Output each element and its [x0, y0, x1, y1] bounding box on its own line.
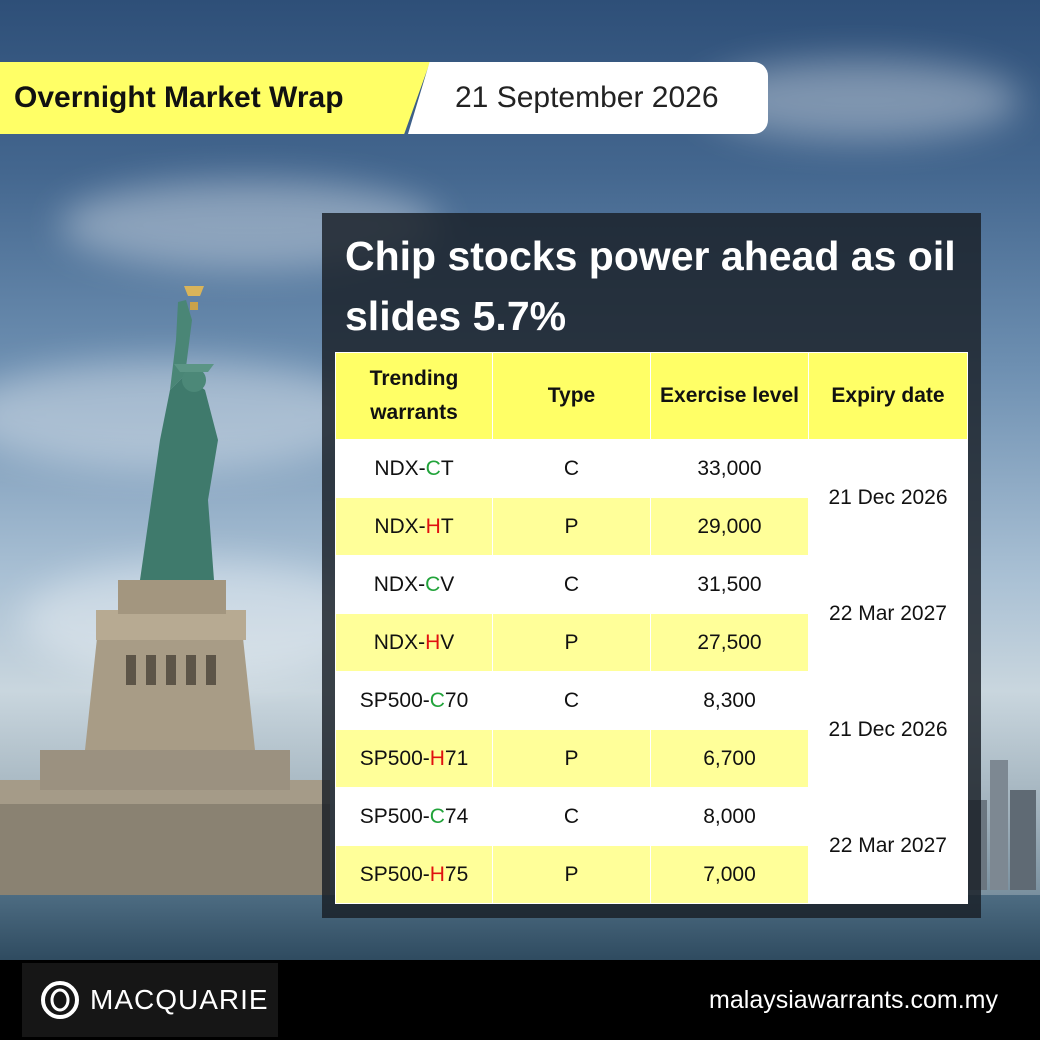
warrant-name-cell: NDX-CT [335, 439, 493, 498]
header-trending-warrants: Trending warrants [335, 352, 493, 440]
header-expiry-date: Expiry date [808, 352, 968, 440]
warrant-name-cell: NDX-HV [335, 613, 493, 672]
exercise-cell: 8,300 [650, 671, 809, 730]
table-row: SP500-C70 C 8,300 21 Dec 2026 [335, 671, 968, 788]
warrant-name-cell: NDX-CV [335, 555, 493, 614]
table-row: SP500-C74 C 8,000 22 Mar 2027 [335, 787, 968, 904]
headline: Chip stocks power ahead as oil slides 5.… [345, 233, 956, 339]
type-cell: C [492, 671, 651, 730]
header-type: Type [492, 352, 651, 440]
table-row: NDX-HT P 29,000 [335, 497, 968, 556]
exercise-cell: 27,500 [650, 613, 809, 672]
exercise-cell: 31,500 [650, 555, 809, 614]
type-cell: P [492, 613, 651, 672]
header-yellow-banner [0, 62, 430, 134]
exercise-cell: 6,700 [650, 729, 809, 788]
warrant-name-cell: NDX-HT [335, 497, 493, 556]
type-cell: C [492, 555, 651, 614]
exercise-cell: 29,000 [650, 497, 809, 556]
type-cell: C [492, 787, 651, 846]
expiry-cell: 22 Mar 2027 [808, 787, 968, 904]
statue-of-liberty-image [0, 286, 330, 900]
type-cell: P [492, 845, 651, 904]
warrant-name-cell: SP500-H75 [335, 845, 493, 904]
type-cell: P [492, 497, 651, 556]
warrant-name-cell: SP500-C70 [335, 671, 493, 730]
expiry-cell: 22 Mar 2027 [808, 555, 968, 672]
macquarie-logo-icon [41, 981, 79, 1019]
table-row: NDX-CT C 33,000 21 Dec 2026 [335, 439, 968, 556]
warrants-table: Trending warrants Type Exercise level Ex… [335, 352, 968, 904]
table-row: NDX-CV C 31,500 22 Mar 2027 [335, 555, 968, 672]
exercise-cell: 33,000 [650, 439, 809, 498]
type-cell: C [492, 439, 651, 498]
exercise-cell: 7,000 [650, 845, 809, 904]
header-title: Overnight Market Wrap [14, 81, 344, 114]
type-cell: P [492, 729, 651, 788]
table-row: SP500-H75 P 7,000 [335, 845, 968, 904]
header-date: 21 September 2026 [455, 81, 719, 114]
warrant-name-cell: SP500-H71 [335, 729, 493, 788]
expiry-cell: 21 Dec 2026 [808, 439, 968, 556]
expiry-cell: 21 Dec 2026 [808, 671, 968, 788]
warrant-name-cell: SP500-C74 [335, 787, 493, 846]
header-exercise-level: Exercise level [650, 352, 809, 440]
exercise-cell: 8,000 [650, 787, 809, 846]
website-link[interactable]: malaysiawarrants.com.my [709, 986, 998, 1014]
brand-name: MACQUARIE [90, 984, 269, 1015]
macquarie-logo[interactable] [22, 963, 278, 1037]
table-row: SP500-H71 P 6,700 [335, 729, 968, 788]
table-row: NDX-HV P 27,500 [335, 613, 968, 672]
table-header-row: Trending warrants Type Exercise level Ex… [335, 352, 968, 440]
header-date-box [408, 62, 768, 134]
